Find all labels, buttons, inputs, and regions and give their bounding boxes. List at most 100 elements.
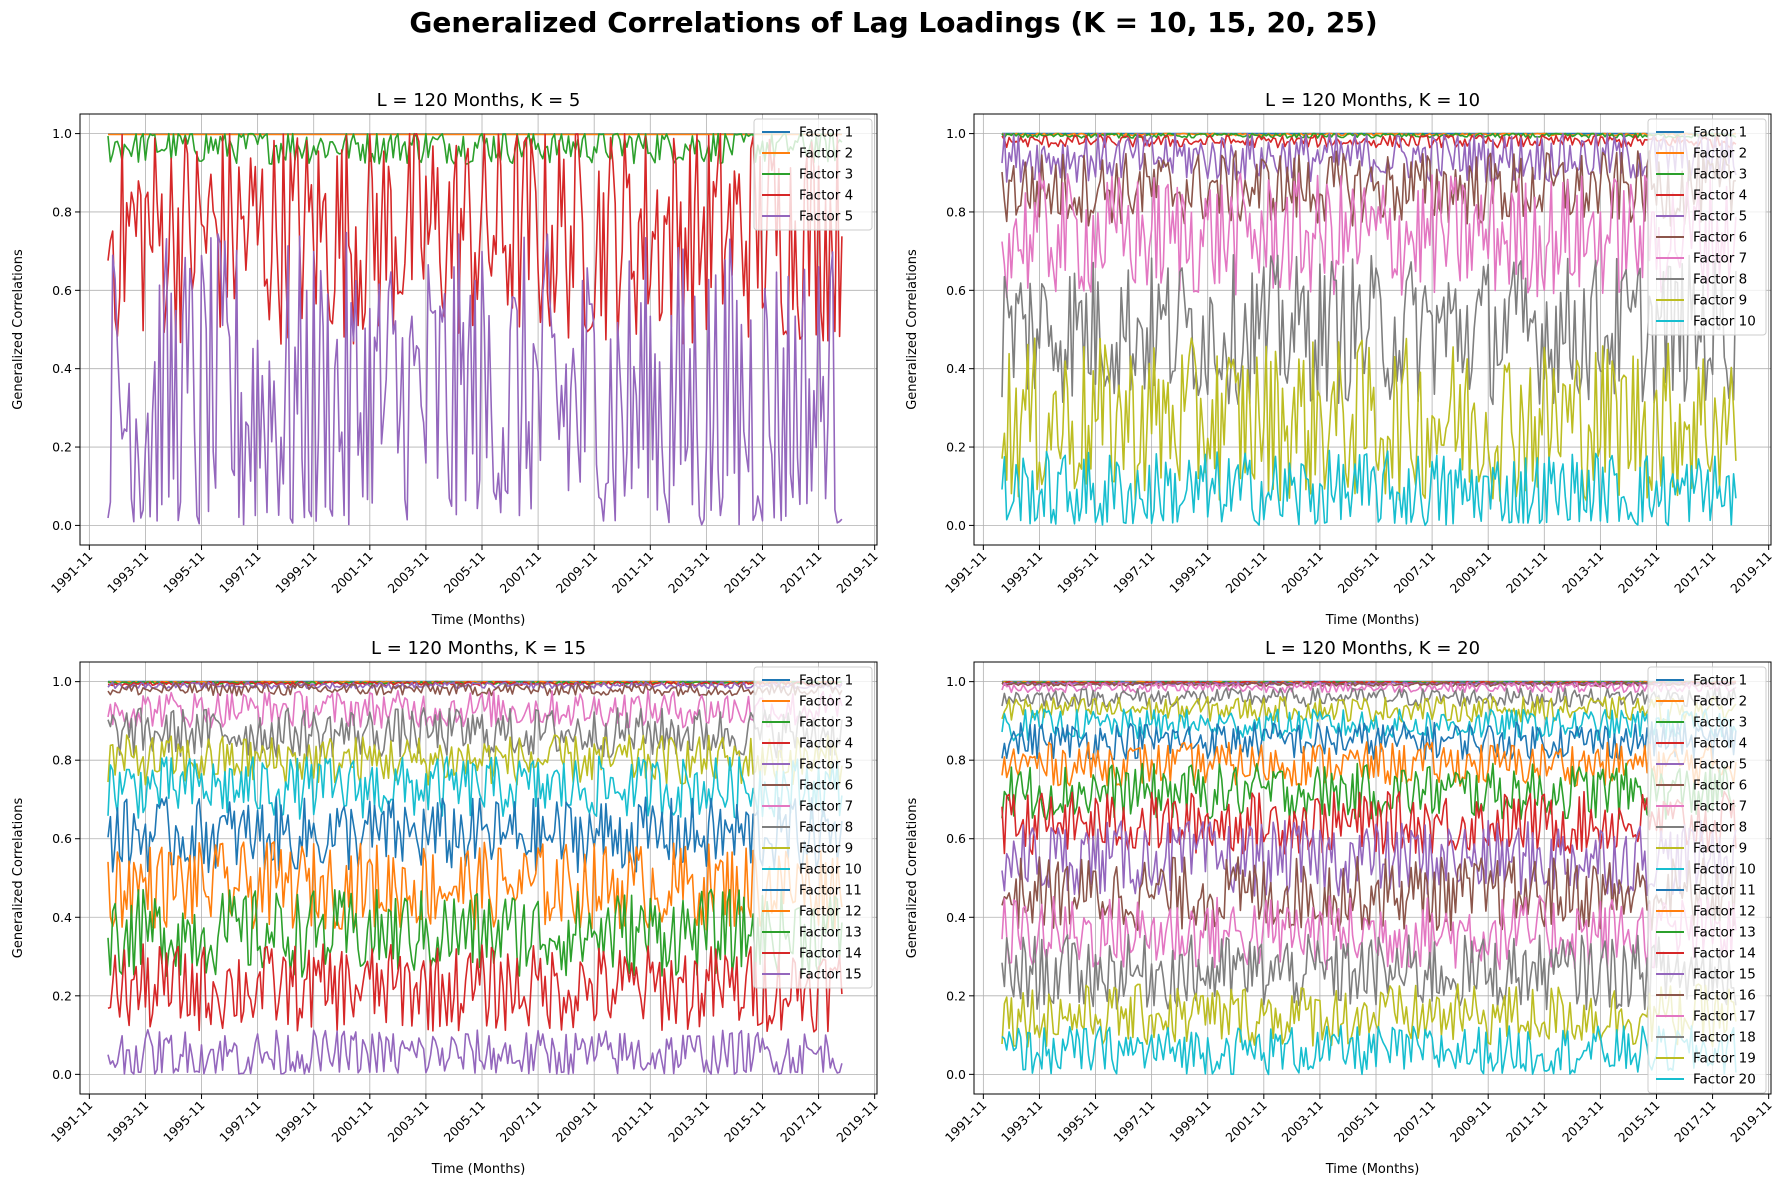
y-tick-label: 0.8 <box>946 204 966 219</box>
x-tick-label: 1997-11 <box>1110 1098 1158 1146</box>
series-line-factor-11 <box>1001 721 1737 761</box>
series-line-factor-10 <box>1001 708 1737 742</box>
legend-label-factor-13: Factor 13 <box>799 925 862 941</box>
series-line-factor-13 <box>107 888 843 978</box>
series-line-factor-7 <box>1001 172 1737 299</box>
series-line-factor-4 <box>107 132 843 345</box>
legend-label-factor-15: Factor 15 <box>799 967 862 983</box>
legend-label-factor-9: Factor 9 <box>799 841 853 857</box>
legend: Factor 1 Factor 2 Factor 3 Factor 4 Factor 5… <box>1647 666 1767 1094</box>
x-tick-label: 2005-11 <box>441 1098 489 1146</box>
x-tick-label: 2001-11 <box>328 1098 376 1146</box>
legend-label-factor-14: Factor 14 <box>799 946 862 962</box>
legend-label-factor-5: Factor 5 <box>799 757 853 773</box>
legend-box <box>753 118 873 231</box>
x-axis-label: Time (Months) <box>431 1162 526 1177</box>
x-tick-label: 1993-11 <box>104 549 152 597</box>
y-tick-label: 0.0 <box>52 518 72 533</box>
series-line-factor-8 <box>107 707 843 759</box>
legend-label-factor-8: Factor 8 <box>1693 820 1747 836</box>
legend-label-factor-3: Factor 3 <box>799 715 853 731</box>
x-tick-label: 2017-11 <box>777 1098 825 1146</box>
legend-label-factor-15: Factor 15 <box>1693 967 1756 983</box>
x-tick-label: 1997-11 <box>216 1098 264 1146</box>
y-axis-ticks: 0.0 0.2 0.4 0.6 0.8 1.0 <box>52 126 80 533</box>
series-line-factor-5 <box>1001 132 1737 183</box>
x-tick-label: 2001-11 <box>1222 1098 1270 1146</box>
legend-label-factor-5: Factor 5 <box>799 209 853 225</box>
x-tick-label: 2013-11 <box>665 549 713 597</box>
x-tick-label: 1991-11 <box>942 549 990 597</box>
legend-label-factor-12: Factor 12 <box>799 904 862 920</box>
legend-label-factor-7: Factor 7 <box>1693 251 1747 267</box>
x-tick-label: 2019-11 <box>1727 1098 1775 1146</box>
y-tick-label: 0.4 <box>946 361 966 376</box>
x-tick-label: 1995-11 <box>1054 549 1102 597</box>
legend-label-factor-5: Factor 5 <box>1693 209 1747 225</box>
x-tick-label: 2015-11 <box>1615 1098 1663 1146</box>
axes-frame <box>973 113 1772 546</box>
legend: Factor 1 Factor 2 Factor 3 Factor 4 Factor 5 <box>753 118 873 231</box>
series-line-factor-8 <box>1001 687 1737 708</box>
y-tick-label: 0.8 <box>946 753 966 768</box>
x-tick-label: 2011-11 <box>1503 549 1551 597</box>
series-line-factor-5 <box>1001 681 1737 686</box>
x-tick-label: 1991-11 <box>942 1098 990 1146</box>
legend-label-factor-2: Factor 2 <box>799 694 853 710</box>
legend-box <box>1647 666 1767 1094</box>
axes-frame <box>79 661 878 1095</box>
x-tick-label: 2013-11 <box>665 1098 713 1146</box>
series-line-factor-17 <box>1001 894 1737 971</box>
legend-label-factor-2: Factor 2 <box>799 146 853 162</box>
x-tick-label: 1993-11 <box>998 1098 1046 1146</box>
legend-box <box>753 666 873 989</box>
x-tick-label: 1999-11 <box>1166 1098 1214 1146</box>
y-tick-label: 1.0 <box>946 674 966 689</box>
x-tick-label: 1995-11 <box>160 1098 208 1146</box>
series-line-factor-3 <box>107 132 843 165</box>
legend-label-factor-12: Factor 12 <box>1693 904 1756 920</box>
y-tick-label: 0.0 <box>946 518 966 533</box>
legend-label-factor-7: Factor 7 <box>1693 799 1747 815</box>
x-axis-ticks: 1991-11 1993-11 1995-11 1997-11 1999-11 2001-… <box>942 1094 1775 1145</box>
subplot-title: L = 120 Months, K = 15 <box>371 638 586 659</box>
series-line-factor-10 <box>107 755 843 820</box>
x-tick-label: 2019-11 <box>833 549 881 597</box>
legend-label-factor-3: Factor 3 <box>1693 167 1747 183</box>
legend-label-factor-2: Factor 2 <box>1693 694 1747 710</box>
x-tick-label: 2009-11 <box>553 1098 601 1146</box>
x-tick-label: 2019-11 <box>1727 549 1775 597</box>
x-tick-label: 2001-11 <box>1222 549 1270 597</box>
x-axis-ticks: 1991-11 1993-11 1995-11 1997-11 1999-11 2001-… <box>48 545 881 596</box>
legend-label-factor-11: Factor 11 <box>799 883 862 899</box>
legend-label-factor-3: Factor 3 <box>1693 715 1747 731</box>
series-lines <box>107 680 843 1075</box>
legend-label-factor-4: Factor 4 <box>799 736 853 752</box>
y-axis-label: Generalized Correlations <box>11 249 26 410</box>
legend-label-factor-5: Factor 5 <box>1693 757 1747 773</box>
legend-label-factor-10: Factor 10 <box>799 862 862 878</box>
legend-label-factor-7: Factor 7 <box>799 799 853 815</box>
legend-label-factor-3: Factor 3 <box>799 167 853 183</box>
x-tick-label: 2007-11 <box>497 1098 545 1146</box>
x-tick-label: 1999-11 <box>1166 549 1214 597</box>
legend-label-factor-6: Factor 6 <box>799 778 853 794</box>
legend-label-factor-2: Factor 2 <box>1693 146 1747 162</box>
x-tick-label: 2017-11 <box>777 549 825 597</box>
series-lines <box>107 132 843 526</box>
y-tick-label: 0.2 <box>52 988 72 1003</box>
x-tick-label: 2005-11 <box>1335 549 1383 597</box>
legend-label-factor-11: Factor 11 <box>1693 883 1756 899</box>
subplot-bottom-left: 1991-11 1993-11 1995-11 1997-11 1999-11 2001-… <box>11 638 881 1177</box>
series-lines <box>1001 680 1737 1076</box>
y-tick-label: 0.2 <box>52 440 72 455</box>
series-line-factor-9 <box>107 734 843 787</box>
series-line-factor-11 <box>107 796 843 874</box>
y-tick-label: 0.0 <box>52 1067 72 1082</box>
legend-label-factor-9: Factor 9 <box>1693 841 1747 857</box>
x-tick-label: 1991-11 <box>48 549 96 597</box>
x-tick-label: 2007-11 <box>1391 549 1439 597</box>
legend-label-factor-6: Factor 6 <box>1693 778 1747 794</box>
series-line-factor-12 <box>107 841 843 931</box>
